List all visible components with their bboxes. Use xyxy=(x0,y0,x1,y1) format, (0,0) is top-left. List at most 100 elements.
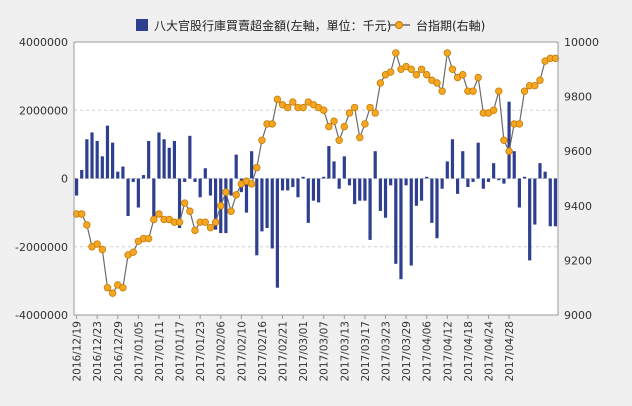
line-point xyxy=(407,65,415,73)
line-point xyxy=(93,240,101,248)
line-point xyxy=(474,73,482,82)
bar xyxy=(543,171,547,179)
line-point xyxy=(150,215,158,224)
bar xyxy=(389,178,393,186)
bar xyxy=(414,178,419,206)
bar xyxy=(481,178,485,189)
bar xyxy=(471,178,475,182)
line-point xyxy=(495,87,503,95)
line-point xyxy=(211,218,220,226)
line-point xyxy=(412,71,421,79)
bar xyxy=(373,151,377,179)
bar xyxy=(224,178,228,234)
bar xyxy=(522,176,527,179)
line-point xyxy=(438,87,446,95)
bar xyxy=(466,178,470,188)
x-tick-label: 2017/04/24 xyxy=(483,321,495,382)
bar xyxy=(419,178,424,201)
line-point xyxy=(103,284,112,292)
line-point xyxy=(283,103,292,112)
x-tick-label: 2017/04/18 xyxy=(463,321,475,382)
bar xyxy=(425,176,429,179)
line-point xyxy=(350,103,359,112)
left-tick-label: 4000000 xyxy=(19,36,68,49)
line-point xyxy=(268,120,276,128)
x-axis: 2016/12/19 2016/12/23 2016/12/29 2017/01/05… xyxy=(72,315,516,382)
line-point xyxy=(247,180,256,188)
bar xyxy=(198,178,202,198)
line-point xyxy=(536,76,544,84)
bar xyxy=(234,154,238,179)
line-point xyxy=(345,109,354,117)
line-point xyxy=(386,68,395,76)
bar xyxy=(492,163,496,179)
line-point xyxy=(356,133,364,142)
legend-bar-label: 八大官股行庫買賣超金額(左軸，單位：千元) xyxy=(154,18,391,33)
bar xyxy=(476,142,480,179)
x-tick-label: 2016/12/19 xyxy=(72,321,84,382)
bar xyxy=(497,178,501,181)
bar xyxy=(183,178,187,182)
bar xyxy=(322,176,326,179)
line-point xyxy=(489,106,498,114)
left-tick-label: 0 xyxy=(61,173,68,186)
line-point xyxy=(330,117,338,125)
bar xyxy=(147,140,151,179)
left-tick-label: -4000000 xyxy=(15,309,68,322)
legend-bar-swatch xyxy=(136,19,148,31)
bar xyxy=(270,178,274,249)
bar xyxy=(265,178,269,228)
line-point xyxy=(108,289,117,297)
line-point xyxy=(83,221,91,229)
bar xyxy=(111,142,115,179)
bar xyxy=(95,140,99,179)
line-point xyxy=(253,163,261,172)
x-tick-label: 2017/04/12 xyxy=(442,321,454,382)
bar xyxy=(136,178,140,208)
bar xyxy=(152,178,156,220)
line-point xyxy=(433,79,441,87)
bar xyxy=(90,132,94,179)
bar xyxy=(533,178,537,225)
right-tick-label: 9400 xyxy=(564,200,592,213)
bar xyxy=(177,178,182,228)
bar xyxy=(260,178,264,232)
bar xyxy=(141,175,146,179)
plot-border xyxy=(73,41,559,316)
bar xyxy=(208,178,213,196)
left-axis: -4000000 -2000000 0 2000000 4000000 xyxy=(15,36,68,322)
line-point xyxy=(232,191,240,199)
line-point xyxy=(340,122,349,131)
bar xyxy=(213,178,218,230)
line-point xyxy=(500,136,508,144)
x-tick-label: 2017/01/05 xyxy=(133,321,145,382)
bar xyxy=(275,178,279,288)
line-point xyxy=(217,202,225,210)
bar xyxy=(74,178,79,196)
bar xyxy=(528,178,532,261)
left-tick-label: 2000000 xyxy=(19,104,68,117)
line-series xyxy=(72,49,560,297)
line-point xyxy=(175,218,184,226)
line-point xyxy=(181,199,189,207)
bar xyxy=(291,178,295,188)
bar xyxy=(188,135,192,179)
bar xyxy=(512,151,516,179)
bar xyxy=(409,178,413,266)
bar xyxy=(517,178,521,208)
right-tick-label: 9800 xyxy=(564,91,592,104)
bar xyxy=(378,178,382,211)
right-tick-label: 9200 xyxy=(564,254,592,267)
x-tick-label: 2017/01/11 xyxy=(154,321,166,382)
bar xyxy=(244,178,249,213)
bar xyxy=(445,161,449,179)
line-point xyxy=(459,71,467,79)
x-tick-label: 2017/02/06 xyxy=(216,321,228,382)
bar xyxy=(250,151,254,179)
line-point xyxy=(201,218,209,226)
line-point xyxy=(299,103,307,112)
bar xyxy=(131,178,135,182)
x-tick-label: 2017/02/21 xyxy=(278,321,290,382)
right-tick-label: 9600 xyxy=(564,145,592,158)
